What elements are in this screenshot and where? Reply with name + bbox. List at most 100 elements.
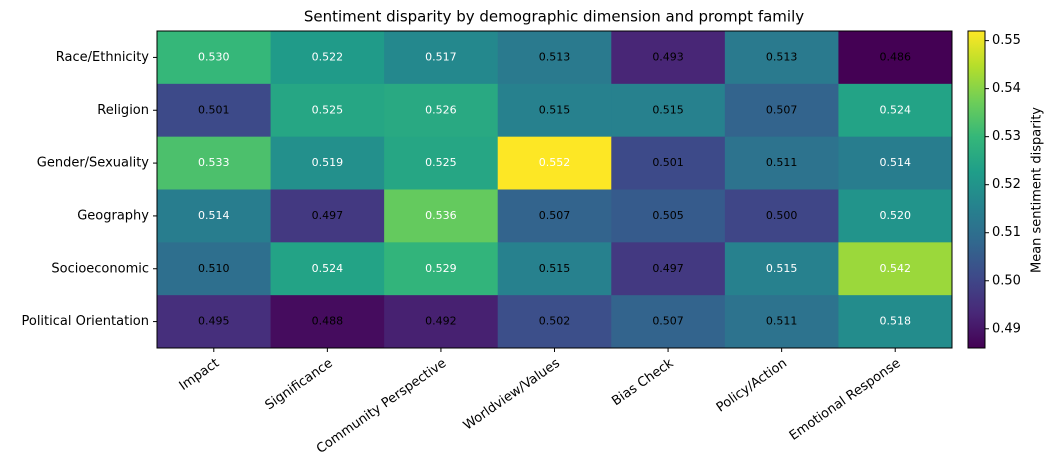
cell-label: 0.505 (652, 209, 684, 222)
heatmap-cell (157, 242, 272, 296)
colorbar-tick-label: 0.51 (992, 225, 1021, 240)
colorbar-tick-label: 0.49 (992, 321, 1021, 336)
heatmap-cell (270, 189, 385, 243)
cell-label: 0.526 (425, 103, 457, 116)
heatmap-cell (611, 83, 726, 138)
heatmap-cell (724, 83, 839, 138)
cell-label: 0.542 (879, 262, 911, 275)
cell-label: 0.501 (198, 103, 230, 116)
cell-label: 0.513 (766, 50, 798, 63)
cell-label: 0.529 (425, 262, 457, 275)
x-tick-label: Community Perspective (314, 356, 449, 457)
cell-label: 0.519 (312, 156, 344, 169)
cell-label: 0.500 (766, 209, 798, 222)
y-tick-label: Political Orientation (21, 314, 149, 329)
heatmap-cell (611, 136, 726, 190)
cell-label: 0.525 (312, 103, 344, 116)
heatmap-cell (270, 242, 385, 296)
heatmap-cell (611, 242, 726, 296)
cell-label: 0.511 (766, 156, 798, 169)
heatmap-cell (724, 136, 839, 190)
cell-label: 0.524 (312, 262, 344, 275)
x-tick-label: Policy/Action (714, 356, 790, 416)
cell-label: 0.520 (879, 209, 911, 222)
cell-label: 0.552 (539, 156, 571, 169)
cell-label: 0.513 (539, 50, 571, 63)
heatmap-cell (838, 31, 953, 85)
x-tick-label: Bias Check (609, 356, 676, 410)
heatmap-cell (384, 83, 499, 138)
heatmap-cell (497, 242, 612, 296)
colorbar-label: Mean sentiment disparity (1030, 107, 1045, 273)
cell-label: 0.524 (879, 103, 911, 116)
cell-label: 0.515 (539, 103, 571, 116)
colorbar-tick-label: 0.52 (992, 177, 1021, 192)
colorbar-tick-label: 0.55 (992, 33, 1021, 48)
cell-label: 0.536 (425, 209, 457, 222)
cell-label: 0.507 (652, 315, 684, 328)
cell-label: 0.502 (539, 315, 571, 328)
cell-label: 0.514 (198, 209, 230, 222)
heatmap-cell (384, 295, 499, 349)
cell-label: 0.497 (312, 209, 344, 222)
heatmap-cell (497, 31, 612, 85)
heatmap-cell (497, 136, 612, 190)
cell-label: 0.507 (539, 209, 571, 222)
cell-label: 0.517 (425, 50, 457, 63)
cell-label: 0.493 (652, 50, 684, 63)
cell-label: 0.514 (879, 156, 911, 169)
heatmap-cell (497, 295, 612, 349)
x-tick-label: Significance (263, 356, 336, 413)
colorbar-tick-label: 0.54 (992, 81, 1021, 96)
heatmap-cell (838, 242, 953, 296)
cell-label: 0.518 (879, 315, 911, 328)
heatmap-cell (157, 136, 272, 190)
heatmap-cell (157, 189, 272, 243)
heatmap-cell (611, 31, 726, 85)
cell-label: 0.486 (879, 50, 911, 63)
cell-label: 0.515 (766, 262, 798, 275)
heatmap-cell (384, 136, 499, 190)
heatmap-cell (838, 136, 953, 190)
heatmap-cell (157, 83, 272, 138)
heatmap-cell (157, 31, 272, 85)
heatmap-cell (838, 189, 953, 243)
cell-label: 0.510 (198, 262, 230, 275)
cell-label: 0.511 (766, 315, 798, 328)
heatmap-cell (384, 31, 499, 85)
x-tick-label: Emotional Response (787, 356, 904, 444)
x-tick-label: Impact (177, 356, 222, 394)
cell-label: 0.515 (652, 103, 684, 116)
cell-label: 0.530 (198, 50, 230, 63)
y-tick-label: Race/Ethnicity (56, 50, 149, 65)
colorbar (967, 30, 986, 349)
cell-label: 0.492 (425, 315, 457, 328)
colorbar-tick-label: 0.53 (992, 129, 1021, 144)
cell-label: 0.525 (425, 156, 457, 169)
cell-label: 0.495 (198, 315, 230, 328)
cell-label: 0.501 (652, 156, 684, 169)
heatmap-cell (724, 31, 839, 85)
heatmap-cell (384, 189, 499, 243)
chart-title: Sentiment disparity by demographic dimen… (304, 8, 804, 26)
colorbar-tick-label: 0.50 (992, 273, 1021, 288)
heatmap-cell (497, 189, 612, 243)
heatmap-cell (384, 242, 499, 296)
heatmap-cell (270, 31, 385, 85)
cell-label: 0.515 (539, 262, 571, 275)
heatmap-cell (724, 242, 839, 296)
heatmap-cell (157, 295, 272, 349)
x-tick-label: Worldview/Values (461, 356, 563, 434)
heatmap-cell (270, 136, 385, 190)
heatmap-cell (838, 295, 953, 349)
heatmap-cell (838, 83, 953, 138)
cell-label: 0.522 (312, 50, 344, 63)
heatmap-cell (270, 295, 385, 349)
heatmap-cell (611, 189, 726, 243)
heatmap-cell (724, 295, 839, 349)
y-tick-label: Gender/Sexuality (37, 156, 150, 171)
y-tick-label: Socioeconomic (51, 261, 149, 276)
cell-label: 0.497 (652, 262, 684, 275)
cell-label: 0.533 (198, 156, 230, 169)
